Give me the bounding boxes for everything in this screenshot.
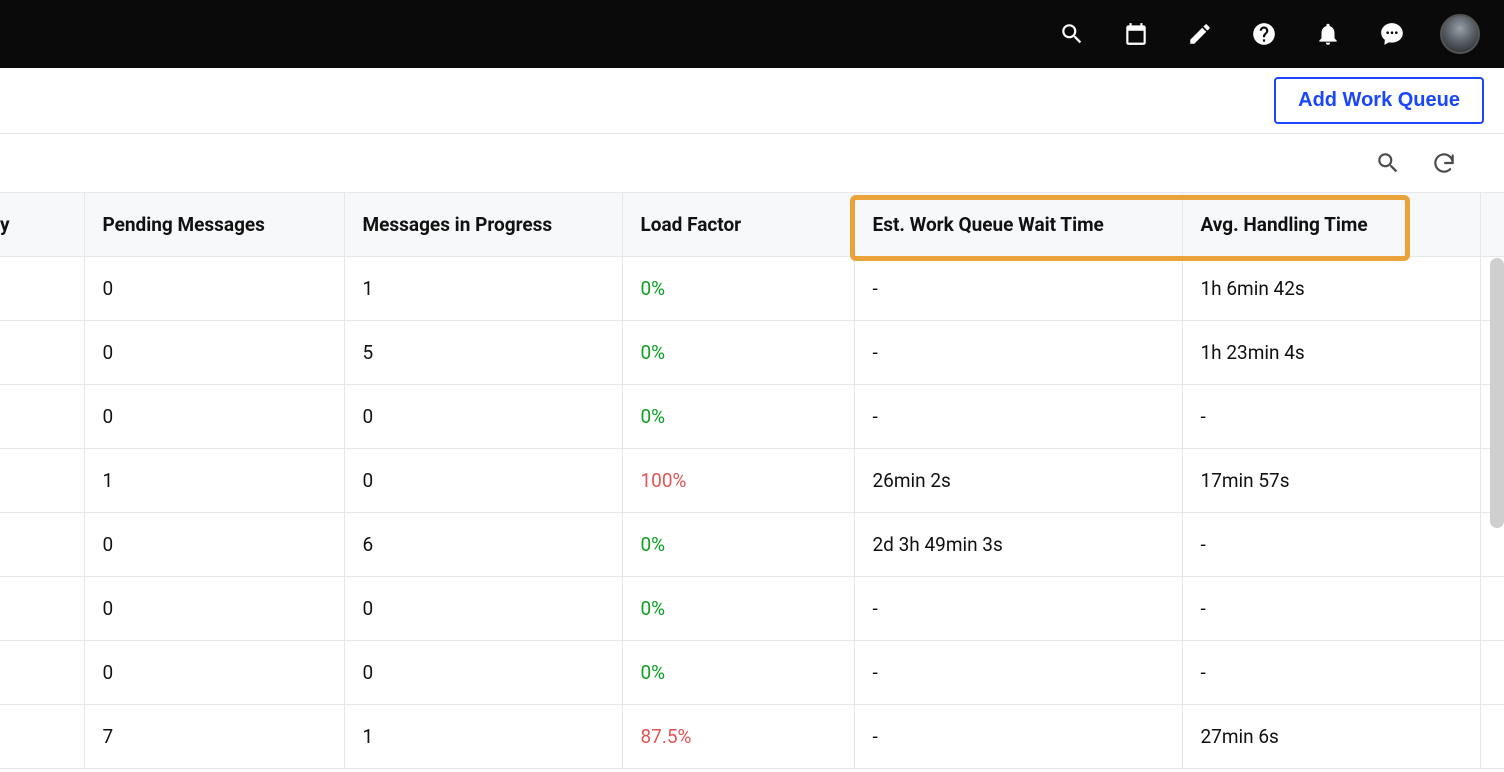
help-icon[interactable] <box>1248 18 1280 50</box>
cell-in-progress: 0 <box>344 449 622 513</box>
table-row[interactable]: 10100%26min 2s17min 57s <box>0 449 1504 513</box>
col-header-progress[interactable]: Messages in Progress <box>344 193 622 257</box>
cell-avg: - <box>1182 385 1480 449</box>
work-queue-table-wrap: y Pending Messages Messages in Progress … <box>0 192 1504 769</box>
cell-in-progress: 0 <box>344 577 622 641</box>
col-header-trailing <box>1480 193 1504 257</box>
cell-load: 0% <box>622 257 854 321</box>
cell-load: 0% <box>622 513 854 577</box>
cell-trailing <box>1480 641 1504 705</box>
cell-pending: 0 <box>84 321 344 385</box>
search-icon[interactable] <box>1056 18 1088 50</box>
table-search-icon[interactable] <box>1374 149 1402 177</box>
cell-pending: 7 <box>84 705 344 769</box>
cell-avg: - <box>1182 513 1480 577</box>
calendar-icon[interactable]: 17 <box>1120 18 1152 50</box>
cell-load: 100% <box>622 449 854 513</box>
cell-pending: 0 <box>84 641 344 705</box>
cell-pad <box>0 321 84 385</box>
cell-pad <box>0 513 84 577</box>
refresh-icon[interactable] <box>1430 149 1458 177</box>
cell-pending: 0 <box>84 257 344 321</box>
table-tools <box>0 134 1504 192</box>
vertical-scrollbar[interactable] <box>1490 258 1504 528</box>
cell-wait: 2d 3h 49min 3s <box>854 513 1182 577</box>
cell-trailing <box>1480 705 1504 769</box>
cell-pending: 0 <box>84 385 344 449</box>
col-header-load[interactable]: Load Factor <box>622 193 854 257</box>
table-row[interactable]: 7187.5%-27min 6s <box>0 705 1504 769</box>
cell-pad <box>0 641 84 705</box>
calendar-day-badge: 17 <box>1120 31 1152 41</box>
cell-in-progress: 5 <box>344 321 622 385</box>
cell-wait: - <box>854 641 1182 705</box>
table-row[interactable]: 050%-1h 23min 4s <box>0 321 1504 385</box>
cell-wait: - <box>854 385 1182 449</box>
table-row[interactable]: 000%-- <box>0 577 1504 641</box>
table-row[interactable]: 000%-- <box>0 641 1504 705</box>
chat-icon[interactable] <box>1376 18 1408 50</box>
cell-in-progress: 0 <box>344 641 622 705</box>
cell-in-progress: 1 <box>344 705 622 769</box>
cell-load: 0% <box>622 321 854 385</box>
cell-avg: 17min 57s <box>1182 449 1480 513</box>
cell-wait: - <box>854 705 1182 769</box>
col-header-partial[interactable]: y <box>0 193 84 257</box>
edit-icon[interactable] <box>1184 18 1216 50</box>
cell-load: 0% <box>622 641 854 705</box>
cell-wait: - <box>854 257 1182 321</box>
action-row: Add Work Queue <box>0 68 1504 134</box>
cell-load: 0% <box>622 385 854 449</box>
cell-avg: - <box>1182 577 1480 641</box>
cell-avg: 27min 6s <box>1182 705 1480 769</box>
table-row[interactable]: 000%-- <box>0 385 1504 449</box>
cell-pad <box>0 257 84 321</box>
cell-in-progress: 6 <box>344 513 622 577</box>
cell-wait: 26min 2s <box>854 449 1182 513</box>
cell-trailing <box>1480 577 1504 641</box>
cell-pending: 0 <box>84 577 344 641</box>
table-row[interactable]: 010%-1h 6min 42s <box>0 257 1504 321</box>
app-bar: 17 <box>0 0 1504 68</box>
col-header-avg[interactable]: Avg. Handling Time <box>1182 193 1480 257</box>
table-row[interactable]: 060%2d 3h 49min 3s- <box>0 513 1504 577</box>
avatar[interactable] <box>1440 14 1480 54</box>
cell-in-progress: 0 <box>344 385 622 449</box>
cell-pad <box>0 449 84 513</box>
col-header-pending[interactable]: Pending Messages <box>84 193 344 257</box>
cell-avg: - <box>1182 641 1480 705</box>
add-work-queue-button[interactable]: Add Work Queue <box>1274 77 1484 124</box>
cell-pad <box>0 705 84 769</box>
cell-load: 87.5% <box>622 705 854 769</box>
cell-in-progress: 1 <box>344 257 622 321</box>
col-header-wait[interactable]: Est. Work Queue Wait Time <box>854 193 1182 257</box>
cell-pad <box>0 385 84 449</box>
cell-load: 0% <box>622 577 854 641</box>
table-header-row: y Pending Messages Messages in Progress … <box>0 193 1504 257</box>
cell-avg: 1h 23min 4s <box>1182 321 1480 385</box>
cell-wait: - <box>854 577 1182 641</box>
notifications-icon[interactable] <box>1312 18 1344 50</box>
cell-pending: 1 <box>84 449 344 513</box>
cell-pending: 0 <box>84 513 344 577</box>
cell-pad <box>0 577 84 641</box>
cell-wait: - <box>854 321 1182 385</box>
work-queue-table: y Pending Messages Messages in Progress … <box>0 192 1504 769</box>
cell-avg: 1h 6min 42s <box>1182 257 1480 321</box>
